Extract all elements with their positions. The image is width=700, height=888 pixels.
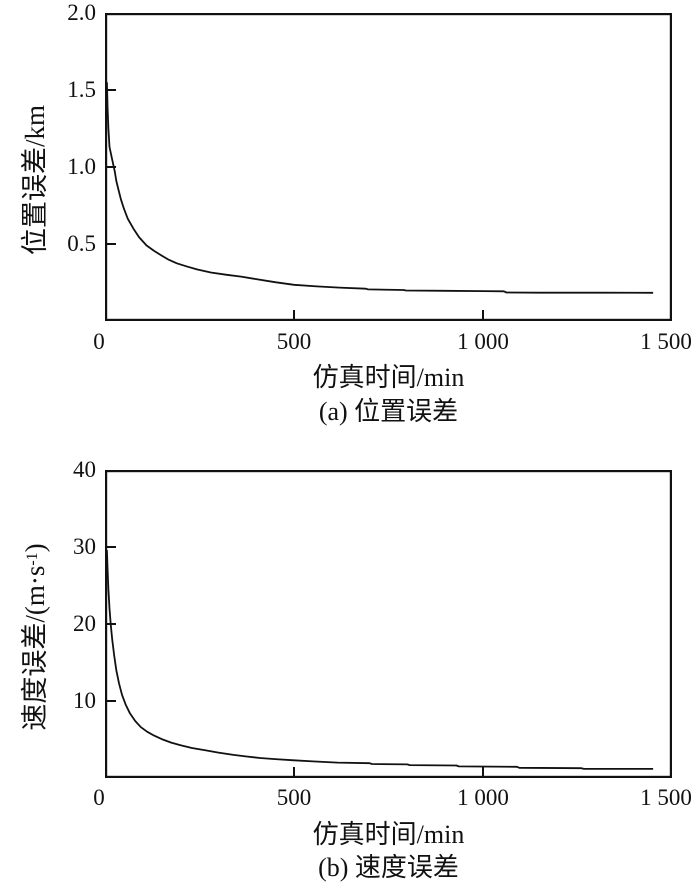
subfigure-caption-a: (a) 位置误差: [318, 397, 459, 426]
x-tick-label: 1 000: [457, 329, 509, 354]
x-tick-label: 1 000: [457, 785, 509, 810]
plot-border: [105, 470, 672, 778]
x-axis-label: 仿真时间/min: [312, 363, 465, 392]
subfigure-caption-b: (b) 速度误差: [318, 853, 459, 882]
plot-area: [105, 470, 672, 778]
error-curve: [106, 82, 654, 294]
y-tick-label: 20: [73, 611, 96, 636]
position-error-chart: 位置误差/km 仿真时间/min (a) 位置误差 0.5 1.0 1.5 2.0 0 5…: [20, 0, 692, 426]
y-tick-label: 2.0: [67, 0, 96, 25]
y-tick-label: 40: [73, 457, 96, 482]
y-tick-label: 30: [73, 534, 96, 559]
x-tick-label: 1 500: [640, 329, 692, 354]
x-tick-label: 0: [93, 785, 105, 810]
y-tick-label: 1.0: [67, 154, 96, 179]
error-curve: [106, 550, 654, 770]
y-tick-label: 10: [73, 688, 96, 713]
y-tick-label: 1.5: [67, 77, 96, 102]
plot-border: [105, 13, 672, 321]
x-tick-label: 500: [276, 329, 312, 354]
y-tick-label: 0.5: [67, 231, 96, 256]
x-tick-label: 1 500: [640, 785, 692, 810]
x-axis-label: 仿真时间/min: [312, 820, 465, 849]
x-tick-label: 500: [276, 785, 312, 810]
velocity-error-chart: 速度误差/(m·s-1) 仿真时间/min (b) 速度误差 10 20 30 40 0…: [0, 445, 700, 888]
plot-area: [105, 13, 672, 321]
x-tick-label: 0: [93, 329, 105, 354]
